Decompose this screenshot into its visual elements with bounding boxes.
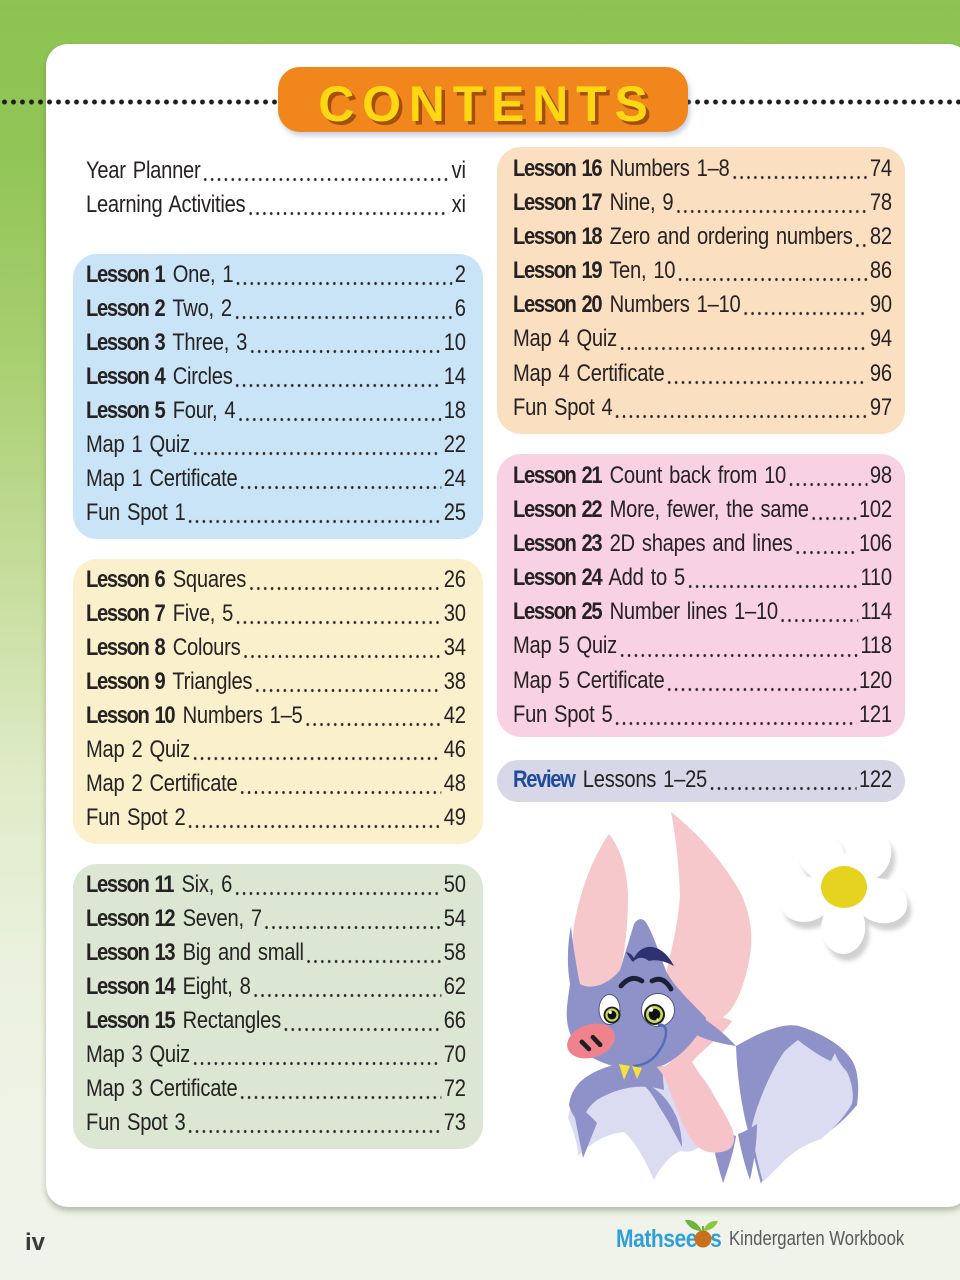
svg-text:s: s — [710, 1224, 722, 1252]
svg-text:Mathsee: Mathsee — [616, 1224, 698, 1252]
